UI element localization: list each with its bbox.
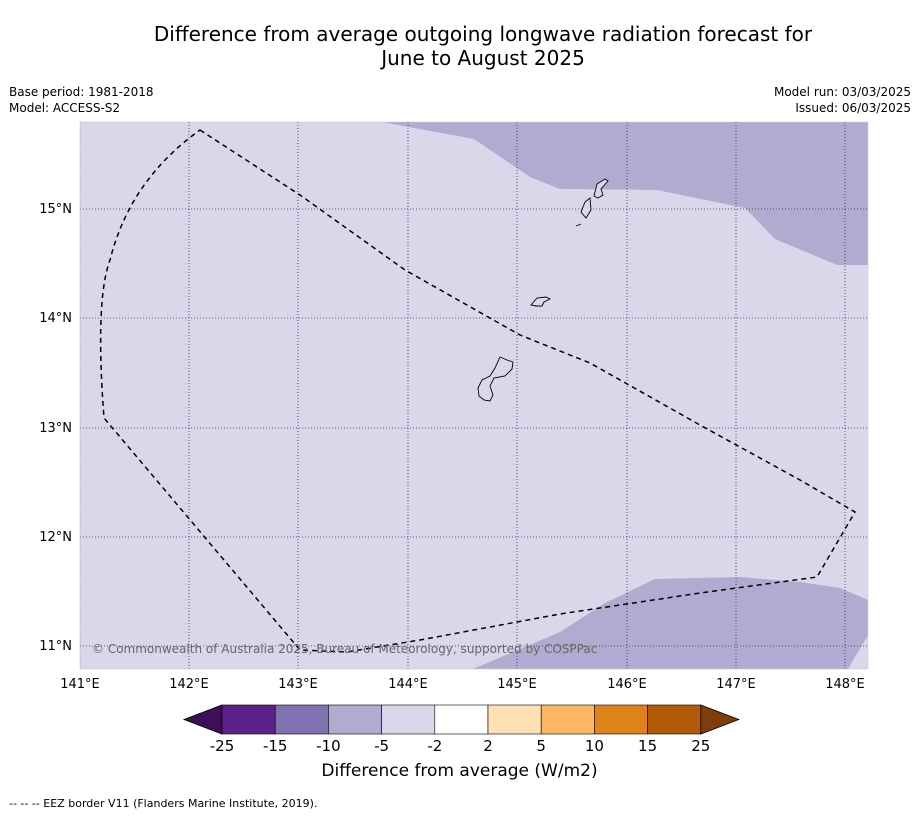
colorbar-tick-label: -15 bbox=[263, 737, 288, 755]
colorbar-title: Difference from average (W/m2) bbox=[321, 761, 598, 781]
lat-label-13: 13°N bbox=[39, 421, 72, 436]
lon-label-144: 144°E bbox=[388, 677, 428, 692]
island-saipan bbox=[593, 178, 609, 199]
colorbar-extend-high bbox=[700, 704, 740, 735]
lat-label-14: 14°N bbox=[39, 311, 72, 326]
lat-label-15: 15°N bbox=[39, 202, 72, 217]
lon-label-146: 146°E bbox=[607, 677, 647, 692]
colorbar-extend-low bbox=[182, 704, 223, 735]
chart-title: Difference from average outgoing longwav… bbox=[0, 22, 919, 70]
colorbar-tick-label: -10 bbox=[316, 737, 341, 755]
lon-label-148: 148°E bbox=[825, 677, 865, 692]
meta-right: Model run: 03/03/2025 Issued: 06/03/2025 bbox=[774, 84, 911, 116]
colorbar-tick-label: 15 bbox=[638, 737, 657, 755]
colorbar-swatch bbox=[540, 704, 595, 735]
issued-label: Issued: 06/03/2025 bbox=[795, 101, 911, 115]
colorbar-tick-label: 10 bbox=[585, 737, 604, 755]
colorbar-tick-label: 2 bbox=[483, 737, 493, 755]
colorbar-tick-label: -25 bbox=[210, 737, 235, 755]
colorbar-tick-label: -5 bbox=[374, 737, 389, 755]
map-frame bbox=[79, 121, 869, 670]
copyright-notice: © Commonwealth of Australia 2025, Bureau… bbox=[92, 642, 597, 656]
latitude-labels: 15°N 14°N 13°N 12°N 11°N bbox=[39, 202, 72, 654]
lat-label-12: 12°N bbox=[39, 530, 72, 545]
island-aguijan bbox=[575, 223, 582, 227]
colorbar-swatch bbox=[221, 704, 276, 735]
colorbar-swatches bbox=[182, 704, 740, 735]
title-line-1: Difference from average outgoing longwav… bbox=[153, 22, 813, 46]
base-period-label: Base period: 1981-2018 bbox=[9, 85, 154, 99]
colorbar-tick-label: 25 bbox=[691, 737, 710, 755]
anomaly-region-southeast bbox=[473, 577, 868, 669]
map-panel: © Commonwealth of Australia 2025, Bureau… bbox=[39, 121, 869, 692]
meta-left: Base period: 1981-2018 Model: ACCESS-S2 bbox=[9, 84, 154, 116]
lon-label-142: 142°E bbox=[169, 677, 209, 692]
eez-border bbox=[99, 129, 857, 653]
colorbar-ticks: -25 -15 -10 -5 -2 2 5 10 15 25 bbox=[210, 737, 711, 755]
colorbar-swatch bbox=[647, 704, 702, 735]
colorbar-swatch bbox=[274, 704, 329, 735]
eez-legend-note: -- -- -- EEZ border V11 (Flanders Marine… bbox=[9, 797, 318, 810]
colorbar-swatch bbox=[434, 704, 489, 735]
lon-label-141: 141°E bbox=[60, 677, 100, 692]
island-rota bbox=[530, 296, 552, 307]
colorbar-swatch bbox=[594, 704, 648, 735]
model-label: Model: ACCESS-S2 bbox=[9, 101, 121, 115]
lon-label-143: 143°E bbox=[278, 677, 318, 692]
grid-lines bbox=[80, 122, 868, 669]
title-line-2: June to August 2025 bbox=[381, 46, 585, 70]
longitude-labels: 141°E 142°E 143°E 144°E 145°E 146°E 147°… bbox=[60, 677, 865, 692]
colorbar-swatch bbox=[328, 704, 382, 735]
lon-label-145: 145°E bbox=[497, 677, 537, 692]
island-guam bbox=[477, 356, 514, 402]
colorbar-swatch bbox=[381, 704, 436, 735]
colorbar-tick-label: 5 bbox=[536, 737, 546, 755]
island-tinian bbox=[580, 197, 592, 219]
model-run-label: Model run: 03/03/2025 bbox=[773, 85, 911, 99]
colorbar-tick-label: -2 bbox=[427, 737, 442, 755]
islands bbox=[477, 178, 609, 402]
lon-label-147: 147°E bbox=[716, 677, 756, 692]
colorbar-swatch bbox=[487, 704, 542, 735]
anomaly-region-northeast bbox=[382, 122, 868, 265]
lat-label-11: 11°N bbox=[39, 639, 72, 654]
